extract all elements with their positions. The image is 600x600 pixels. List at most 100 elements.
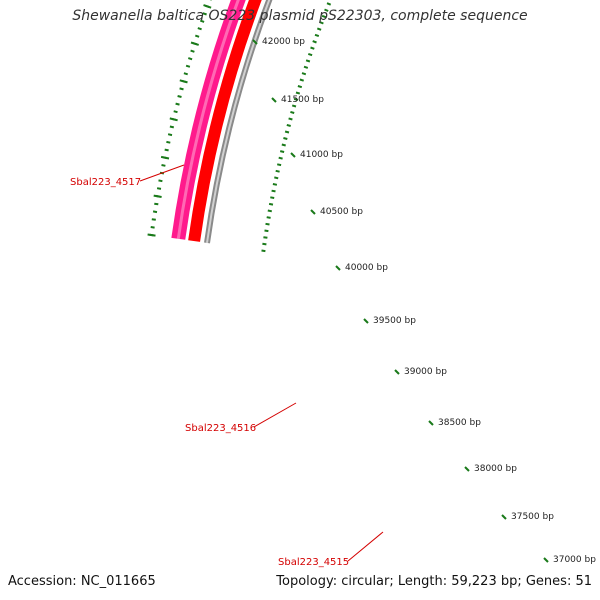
inner-tick <box>164 148 169 152</box>
backbone-highlight <box>206 0 271 244</box>
gene-leader-line <box>139 164 185 182</box>
outer-tick <box>301 72 307 76</box>
inner-tick <box>150 226 155 229</box>
bp-scale-label: 40500 bp <box>320 207 363 217</box>
bp-scale-label: 40000 bp <box>345 263 388 273</box>
cds-track-upper <box>188 0 262 242</box>
map-title: Shewanella baltica OS223 plasmid pS22303… <box>72 8 528 24</box>
inner-tick <box>183 72 188 76</box>
major-scale-tick <box>252 39 258 45</box>
accession-text: Accession: NC_011665 <box>8 574 156 589</box>
inner-tick <box>190 49 195 53</box>
outer-tick <box>278 156 283 160</box>
inner-tick <box>185 64 191 68</box>
gene-feature-pink <box>171 0 246 240</box>
inner-tick <box>187 57 193 61</box>
feature-tracks <box>171 0 273 244</box>
outer-tick <box>274 176 279 180</box>
outer-tick <box>314 33 320 38</box>
outer-tick <box>297 85 303 89</box>
outer-tick <box>279 150 285 153</box>
outer-tick <box>303 65 309 69</box>
inner-tick <box>167 133 173 137</box>
outer-tick <box>305 59 311 63</box>
major-scale-tick <box>310 209 316 215</box>
major-scale-tick <box>290 152 296 158</box>
outer-tick <box>324 8 329 12</box>
outer-tick <box>326 2 332 6</box>
outer-tick <box>265 222 270 226</box>
bp-scale-label: 38500 bp <box>438 418 481 428</box>
inner-tick <box>169 125 175 129</box>
outer-tick <box>266 216 271 219</box>
major-scale-tick <box>271 97 277 103</box>
inner-major-tick <box>203 4 212 9</box>
bp-scale-label: 39500 bp <box>373 316 416 326</box>
bp-scale-label: 41500 bp <box>281 95 324 105</box>
bp-scale-label: 39000 bp <box>404 367 447 377</box>
inner-tick <box>199 19 205 23</box>
gene-leader-line <box>253 402 297 428</box>
inner-major-tick <box>169 117 178 122</box>
inner-tick <box>154 202 159 206</box>
bp-scale-label: 42000 bp <box>262 37 305 47</box>
bp-scale-label: 41000 bp <box>300 150 343 160</box>
inner-major-tick <box>179 79 188 84</box>
bp-scale-label: 38000 bp <box>474 464 517 474</box>
inner-tick <box>197 27 202 31</box>
gene-label: Sbal223_4517 <box>70 177 141 188</box>
inner-tick <box>161 164 166 167</box>
outer-tick <box>284 130 290 134</box>
major-scale-tick <box>464 466 470 472</box>
outer-tick <box>271 189 276 193</box>
inner-tick <box>177 95 182 98</box>
inner-tick <box>158 179 163 183</box>
outer-tick <box>272 183 278 186</box>
major-scale-tick <box>501 514 507 520</box>
outer-tick <box>264 229 269 233</box>
outer-tick <box>267 209 272 213</box>
outer-tick <box>312 40 317 44</box>
outer-tick <box>310 46 315 50</box>
outer-tick <box>319 21 324 25</box>
inner-tick <box>156 187 162 190</box>
inner-major-tick <box>153 194 162 198</box>
gene-leader-line <box>347 531 384 562</box>
major-scale-tick <box>363 318 369 324</box>
outer-tick <box>295 91 301 95</box>
inner-tick <box>179 87 184 91</box>
outer-tick <box>283 137 288 140</box>
major-scale-tick <box>335 265 341 271</box>
labels-layer: 42000 bp 41500 bp 41000 bp 40500 bp 40000 bp… <box>70 37 596 568</box>
inner-major-tick <box>190 41 199 46</box>
outer-tick <box>293 97 299 101</box>
outer-tick <box>286 123 291 127</box>
outer-tick <box>263 236 268 239</box>
bp-scale-label: 37000 bp <box>553 555 596 565</box>
inner-tick <box>194 34 200 38</box>
major-scale-tick <box>394 369 400 375</box>
inner-major-tick <box>147 233 156 237</box>
outer-tick <box>276 163 282 167</box>
outer-tick <box>290 110 295 114</box>
inner-tick <box>151 218 156 221</box>
inner-major-tick <box>160 155 170 160</box>
major-scale-tick <box>428 420 434 426</box>
inner-tick <box>175 102 180 106</box>
outer-tick <box>270 196 275 199</box>
outer-tick <box>291 104 297 108</box>
bp-scale-label: 37500 bp <box>511 512 554 522</box>
outer-tick <box>268 202 274 206</box>
outer-tick <box>275 169 280 173</box>
outer-tick <box>307 52 313 57</box>
gene-label: Sbal223_4515 <box>278 557 349 568</box>
outer-tick <box>281 143 286 147</box>
major-scale-tick <box>543 557 549 563</box>
outer-tick <box>288 117 293 121</box>
outer-tick <box>321 14 327 19</box>
inner-tick <box>202 12 207 16</box>
inner-tick <box>152 210 158 214</box>
inner-tick <box>166 140 171 144</box>
